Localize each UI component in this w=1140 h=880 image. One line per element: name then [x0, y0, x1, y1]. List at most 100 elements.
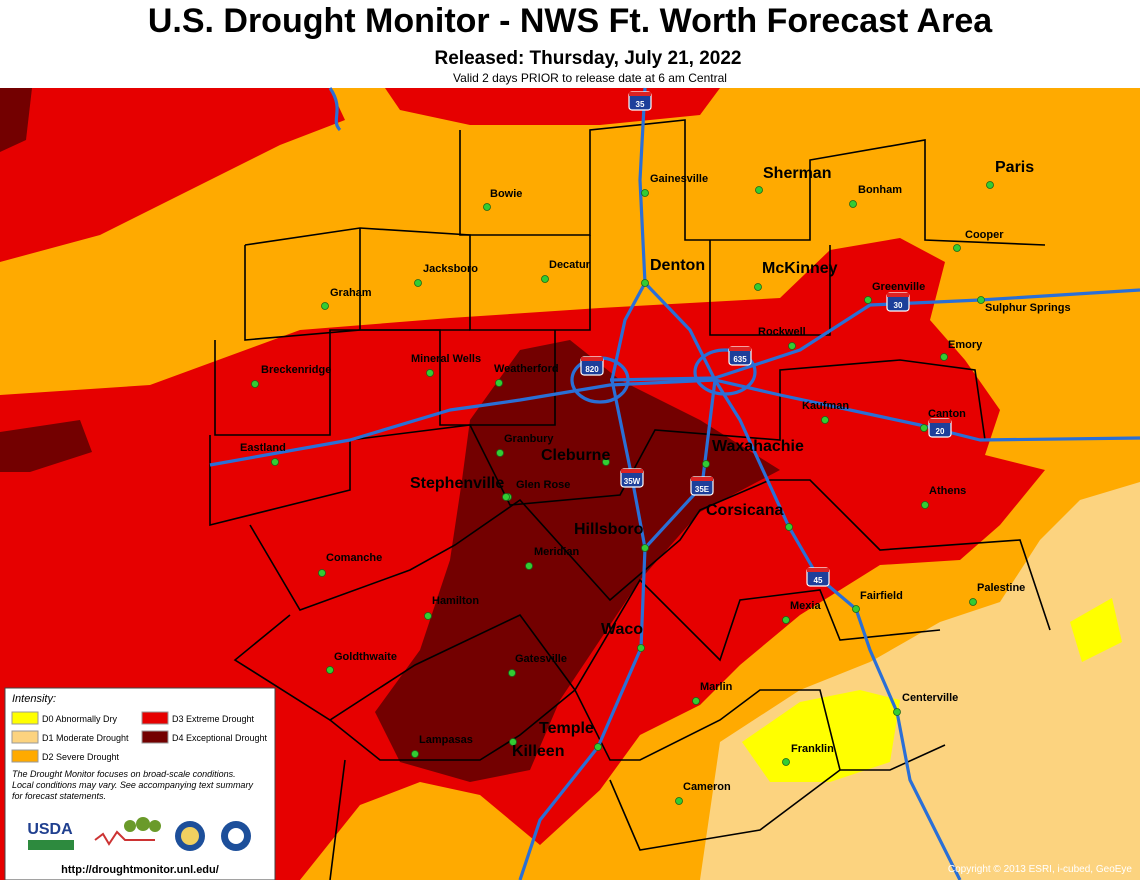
city-dot	[495, 379, 503, 387]
city-dot	[864, 296, 872, 304]
legend-swatch	[11, 730, 39, 744]
city-dot	[414, 279, 422, 287]
shield-label: 35E	[695, 485, 710, 494]
city-label: Denton	[650, 257, 705, 274]
city-dot	[496, 449, 504, 457]
shield-label: 30	[894, 301, 903, 310]
city-label: Rockwell	[758, 326, 806, 338]
legend-items: D0 Abnormally Dry D1 Moderate Drought D2 S…	[11, 711, 268, 763]
city-label: Eastland	[240, 442, 286, 454]
city-dot	[509, 738, 517, 746]
city-dot	[977, 296, 985, 304]
city-label: Canton	[928, 408, 966, 420]
title: U.S. Drought Monitor - NWS Ft. Worth For…	[148, 2, 993, 40]
city-label: Cameron	[683, 781, 731, 793]
valid: Valid 2 days PRIOR to release date at 6 …	[453, 71, 727, 85]
city-dot	[411, 750, 419, 758]
city-label: Fairfield	[860, 590, 903, 602]
cities: Bowie Gainesville Sherman Bonham Paris Cooper…	[240, 159, 1071, 805]
city-dot	[849, 200, 857, 208]
city-label: Sulphur Springs	[985, 302, 1071, 314]
city-dot	[541, 275, 549, 283]
shield-label: 820	[585, 365, 599, 374]
city-label: Jacksboro	[423, 263, 478, 275]
city-dot	[754, 283, 762, 291]
shield-top	[807, 568, 829, 572]
city-label: Hillsboro	[574, 521, 644, 538]
legend-label: D0 Abnormally Dry	[42, 714, 118, 724]
city-label: Comanche	[326, 552, 382, 564]
city-label: Weatherford	[494, 363, 559, 375]
city-label: Breckenridge	[261, 364, 331, 376]
city-dot	[953, 244, 961, 252]
city-dot	[986, 181, 994, 189]
city-label: Cooper	[965, 229, 1004, 241]
shield-label: 35W	[624, 477, 641, 486]
city-dot	[675, 797, 683, 805]
city-label: Lampasas	[419, 734, 473, 746]
city-label: Glen Rose	[516, 479, 570, 491]
city-dot	[637, 644, 645, 652]
city-dot	[641, 544, 649, 552]
city-label: Athens	[929, 485, 966, 497]
shield-top	[691, 477, 713, 481]
city-label: Waxahachie	[712, 438, 804, 455]
city-label: Mexia	[790, 600, 821, 612]
legend-title: Intensity:	[12, 693, 56, 705]
city-dot	[326, 666, 334, 674]
city-dot	[251, 380, 259, 388]
shield-top	[887, 293, 909, 297]
city-dot	[785, 523, 793, 531]
legend-note: The Drought Monitor focuses on broad-sca…	[12, 769, 236, 779]
city-label: Palestine	[977, 582, 1025, 594]
shield-label: 45	[814, 576, 823, 585]
shield-top	[581, 357, 603, 361]
city-dot	[821, 416, 829, 424]
city-label: Greenville	[872, 281, 925, 293]
city-dot	[920, 424, 928, 432]
released: Released: Thursday, July 21, 2022	[435, 48, 742, 69]
city-label: Granbury	[504, 433, 554, 445]
city-dot	[641, 279, 649, 287]
city-label: Mineral Wells	[411, 353, 481, 365]
city-dot	[755, 186, 763, 194]
legend-url: http://droughtmonitor.unl.edu/	[61, 864, 219, 876]
city-dot	[502, 493, 510, 501]
shield-top	[929, 419, 951, 423]
city-dot	[318, 569, 326, 577]
city-label: Franklin	[791, 743, 834, 755]
city-label: Meridian	[534, 546, 580, 558]
city-dot	[788, 342, 796, 350]
city-label: Waco	[601, 621, 643, 638]
legend-label: D3 Extreme Drought	[172, 714, 255, 724]
legend-swatch	[11, 749, 39, 763]
city-label: Decatur	[549, 259, 591, 271]
legend-swatch	[141, 711, 169, 725]
city-label: Emory	[948, 339, 983, 351]
city-dot	[893, 708, 901, 716]
city-dot	[271, 458, 279, 466]
city-label: Goldthwaite	[334, 651, 397, 663]
city-label: Centerville	[902, 692, 958, 704]
city-label: Bowie	[490, 188, 522, 200]
city-dot	[641, 189, 649, 197]
city-dot	[525, 562, 533, 570]
city-label: Bonham	[858, 184, 902, 196]
shield-label: 635	[733, 355, 747, 364]
header-bg	[0, 0, 1140, 88]
city-label: Corsicana	[706, 502, 783, 519]
county-borders	[209, 119, 1051, 880]
legend-swatch	[11, 711, 39, 725]
shield-label: 20	[936, 427, 945, 436]
city-dot	[424, 612, 432, 620]
city-dot	[921, 501, 929, 509]
city-label: Stephenville	[410, 475, 504, 492]
highway-shields: 35 820 635 30 20 35W 35E 45	[580, 91, 952, 587]
legend-note: for forecast statements.	[12, 791, 106, 801]
city-dot	[782, 758, 790, 766]
city-dot	[426, 369, 434, 377]
copyright: Copyright © 2013 ESRI, i-cubed, GeoEye	[948, 864, 1133, 875]
city-dot	[782, 616, 790, 624]
city-label: Graham	[330, 287, 372, 299]
